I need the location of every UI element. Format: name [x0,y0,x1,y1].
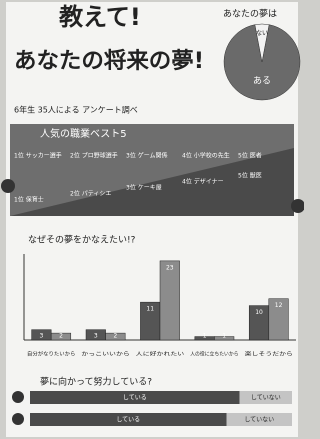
x-tick-label: 楽しそうだから [245,351,293,358]
bar-value: 3 [94,333,98,340]
x-tick-label: 自分がなりたいから [27,351,75,358]
bar-value: 3 [39,333,43,340]
chart-title: 夢に向かって努力している? [40,376,152,388]
poster: 教えて! あなたの将来の夢! 6年生 35人による アンケート調べ 人気の職業ベ… [0,0,304,439]
ranking-bottom: 2位 パティシエ [70,190,111,198]
bar-value: 12 [275,302,283,309]
pie-label: ない [256,30,268,37]
pie-label: ある [253,76,271,87]
face-icon [12,413,24,425]
ranking-top: 1位 サッカー選手 [14,152,62,160]
face-icon [1,179,15,193]
x-tick-label: 人の役に立ちたいから [190,351,238,358]
ranking-bottom: 4位 デザイナー [182,178,224,186]
pie-title: あなたの夢は [223,8,277,20]
bar-label: していない [251,395,281,402]
bar-label: している [116,417,140,424]
bar-value: 11 [146,306,154,313]
ranking-top: 5位 医者 [238,152,262,160]
title: 教えて! [58,3,141,31]
ranking-bottom: 3位 ケーキ屋 [126,184,162,192]
ranking-title: 人気の職業ベスト5 [40,127,127,140]
bar-label: している [123,395,147,402]
x-tick-label: かっこいいから [81,351,129,358]
face-icon [12,391,24,403]
bar [160,261,180,340]
page: 教えて! あなたの将来の夢! 6年生 35人による アンケート調べ 人気の職業ベ… [0,0,320,439]
ranking-bottom: 5位 獣医 [238,172,262,180]
bar-value: 23 [166,264,174,271]
subtitle: あなたの将来の夢! [14,48,204,74]
x-tick-label: 人に好かれたい [136,351,184,358]
bar-value: 1 [203,333,207,340]
bar-value: 10 [255,309,263,316]
chart-title: なぜその夢をかなえたい!? [28,234,136,246]
ranking-top: 4位 小学校の先生 [182,152,230,160]
ranking-bottom: 1位 保育士 [14,196,44,204]
bar-value: 1 [222,333,226,340]
bar-value: 2 [59,333,63,340]
ranking-top: 3位 ゲーム関係 [126,152,168,160]
ranking-top: 2位 プロ野球選手 [70,152,118,160]
bar-label: していない [244,417,274,424]
survey-note: 6年生 35人による アンケート調べ [14,105,138,115]
bar-value: 2 [113,333,117,340]
